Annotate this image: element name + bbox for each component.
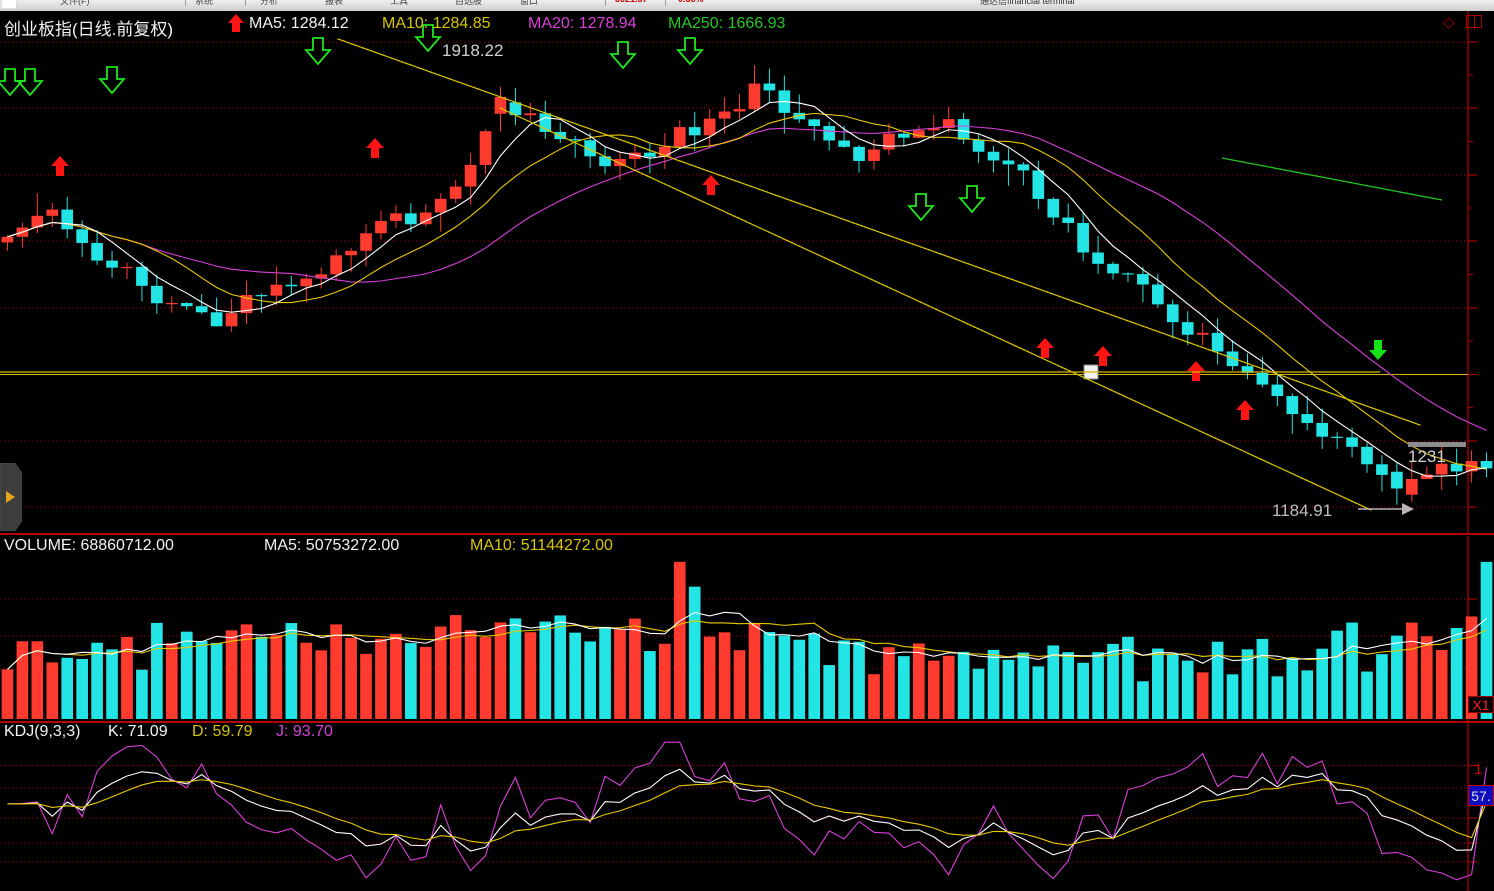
svg-text:1184.91: 1184.91 <box>1272 501 1332 520</box>
svg-text:1231: 1231 <box>1408 447 1446 466</box>
svg-text:1918.22: 1918.22 <box>442 41 503 60</box>
